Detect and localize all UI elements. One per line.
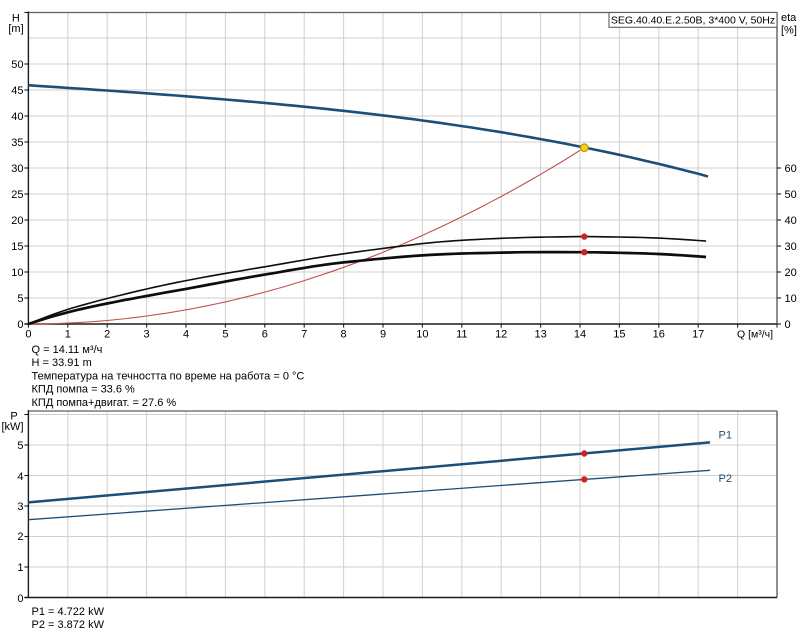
- svg-text:0: 0: [25, 329, 31, 341]
- svg-text:P2: P2: [719, 473, 732, 485]
- svg-text:13: 13: [534, 329, 546, 341]
- svg-text:45: 45: [11, 85, 23, 97]
- svg-text:5: 5: [222, 329, 228, 341]
- svg-text:40: 40: [785, 215, 797, 227]
- svg-text:H = 33.91 m: H = 33.91 m: [32, 357, 92, 369]
- svg-text:P2 = 3.872 kW: P2 = 3.872 kW: [32, 619, 105, 631]
- svg-text:10: 10: [785, 293, 797, 305]
- svg-text:9: 9: [380, 329, 386, 341]
- svg-text:7: 7: [301, 329, 307, 341]
- svg-text:60: 60: [785, 163, 797, 175]
- svg-text:4: 4: [183, 329, 189, 341]
- svg-text:3: 3: [144, 329, 150, 341]
- svg-text:1: 1: [17, 562, 23, 574]
- svg-text:8: 8: [341, 329, 347, 341]
- svg-text:11: 11: [456, 329, 467, 341]
- svg-text:30: 30: [785, 241, 797, 253]
- svg-text:[m]: [m]: [8, 23, 23, 35]
- svg-text:H: H: [12, 13, 20, 25]
- svg-text:Q = 14.11 м³/ч: Q = 14.11 м³/ч: [32, 344, 103, 356]
- svg-text:6: 6: [262, 329, 268, 341]
- svg-text:50: 50: [11, 59, 23, 71]
- svg-text:35: 35: [11, 137, 23, 149]
- svg-text:4: 4: [17, 471, 23, 483]
- svg-text:3: 3: [17, 501, 23, 513]
- svg-text:2: 2: [104, 329, 110, 341]
- svg-text:P1 = 4.722 kW: P1 = 4.722 kW: [32, 606, 105, 618]
- svg-text:20: 20: [785, 267, 797, 279]
- svg-text:Q [м³/ч]: Q [м³/ч]: [737, 329, 773, 341]
- svg-text:10: 10: [11, 267, 23, 279]
- svg-text:P1: P1: [719, 430, 732, 442]
- svg-text:40: 40: [11, 111, 23, 123]
- svg-text:0: 0: [17, 319, 23, 331]
- svg-text:0: 0: [17, 593, 23, 605]
- svg-text:Температура на течността по вр: Температура на течността по време на раб…: [32, 370, 305, 382]
- svg-text:КПД помпа = 33.6 %: КПД помпа = 33.6 %: [32, 384, 136, 396]
- svg-text:20: 20: [11, 215, 23, 227]
- svg-text:12: 12: [495, 329, 507, 341]
- svg-text:2: 2: [17, 531, 23, 543]
- svg-text:5: 5: [17, 293, 23, 305]
- svg-text:SEG.40.40.E.2.50B, 3*400 V, 50: SEG.40.40.E.2.50B, 3*400 V, 50Hz: [611, 15, 775, 27]
- svg-text:P: P: [10, 411, 17, 423]
- svg-text:14: 14: [574, 329, 586, 341]
- svg-text:15: 15: [613, 329, 625, 341]
- svg-text:15: 15: [11, 241, 23, 253]
- svg-text:[kW]: [kW]: [2, 421, 24, 433]
- svg-text:30: 30: [11, 163, 23, 175]
- svg-text:10: 10: [416, 329, 428, 341]
- svg-text:5: 5: [17, 440, 23, 452]
- svg-text:0: 0: [785, 319, 791, 331]
- svg-text:КПД помпа+двигат. = 27.6 %: КПД помпа+двигат. = 27.6 %: [32, 397, 177, 409]
- svg-text:16: 16: [653, 329, 665, 341]
- svg-text:1: 1: [65, 329, 71, 341]
- svg-text:[%]: [%]: [781, 25, 797, 37]
- svg-text:25: 25: [11, 189, 23, 201]
- svg-text:eta: eta: [781, 12, 797, 24]
- svg-text:17: 17: [692, 329, 704, 341]
- svg-text:50: 50: [785, 189, 797, 201]
